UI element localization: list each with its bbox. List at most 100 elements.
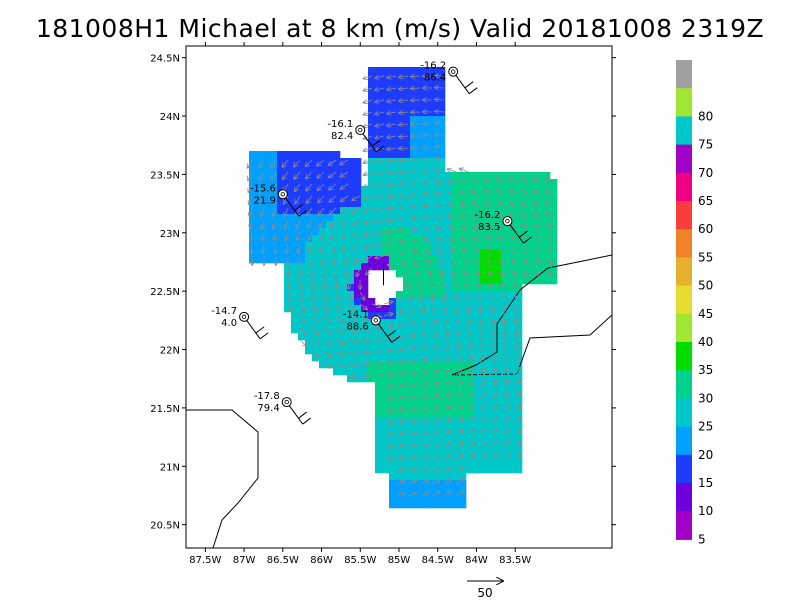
field-cell bbox=[382, 186, 390, 194]
field-cell bbox=[410, 501, 418, 509]
field-cell bbox=[368, 186, 376, 194]
field-cell bbox=[459, 473, 467, 481]
field-cell bbox=[361, 249, 369, 257]
wind-arrow bbox=[443, 479, 452, 485]
wind-arrow bbox=[387, 172, 397, 173]
field-cell bbox=[354, 179, 362, 187]
field-cell bbox=[403, 214, 411, 222]
field-cell bbox=[438, 340, 446, 348]
field-cell bbox=[424, 361, 432, 369]
field-cell bbox=[319, 340, 327, 348]
field-cell bbox=[403, 158, 411, 166]
field-cell bbox=[508, 312, 516, 320]
field-cell bbox=[445, 319, 453, 327]
wind-arrow bbox=[300, 279, 302, 289]
field-cell bbox=[319, 270, 327, 278]
field-cell bbox=[417, 186, 425, 194]
field-cell bbox=[333, 165, 341, 173]
wind-arrow bbox=[497, 190, 505, 197]
field-cell bbox=[326, 242, 334, 250]
field-cell bbox=[536, 186, 544, 194]
field-cell bbox=[508, 277, 516, 285]
field-cell bbox=[438, 193, 446, 201]
field-cell bbox=[403, 452, 411, 460]
field-cell bbox=[410, 452, 418, 460]
field-cell bbox=[501, 340, 509, 348]
field-cell bbox=[361, 333, 369, 341]
field-cell bbox=[249, 151, 257, 159]
field-cell bbox=[298, 158, 306, 166]
colorbar-segment bbox=[676, 342, 692, 371]
field-cell bbox=[431, 312, 439, 320]
field-cell bbox=[424, 424, 432, 432]
wind-arrow bbox=[347, 327, 356, 332]
field-cell bbox=[445, 396, 453, 404]
wind-arrow bbox=[366, 267, 373, 275]
field-cell bbox=[368, 221, 376, 229]
field-cell bbox=[473, 452, 481, 460]
field-cell bbox=[431, 452, 439, 460]
field-cell bbox=[389, 494, 397, 502]
field-cell bbox=[270, 165, 278, 173]
field-cell bbox=[480, 221, 488, 229]
field-cell bbox=[340, 368, 348, 376]
field-cell bbox=[305, 263, 313, 271]
wind-arrow bbox=[387, 136, 397, 137]
field-cell bbox=[410, 158, 418, 166]
wind-arrow bbox=[375, 76, 385, 78]
field-cell bbox=[424, 326, 432, 334]
field-cell bbox=[501, 410, 509, 418]
wind-arrow bbox=[419, 444, 428, 449]
wind-arrow bbox=[307, 195, 313, 203]
wind-arrow bbox=[477, 271, 480, 281]
wind-arrow bbox=[497, 179, 505, 185]
wind-arrow bbox=[407, 322, 414, 329]
field-cell bbox=[424, 347, 432, 355]
field-cell bbox=[389, 102, 397, 110]
field-cell bbox=[410, 445, 418, 453]
field-cell bbox=[284, 249, 292, 257]
field-cell bbox=[417, 165, 425, 173]
wind-arrow bbox=[443, 382, 450, 389]
field-cell bbox=[473, 193, 481, 201]
wind-arrow bbox=[423, 159, 433, 160]
field-cell bbox=[263, 228, 271, 236]
field-cell bbox=[487, 249, 495, 257]
field-cell bbox=[508, 242, 516, 250]
wind-arrow bbox=[375, 88, 385, 90]
wind-arrow bbox=[461, 226, 469, 233]
field-cell bbox=[431, 144, 439, 152]
wind-arrow bbox=[419, 371, 427, 377]
field-cell bbox=[529, 228, 537, 236]
field-cell bbox=[466, 417, 474, 425]
wind-arrow bbox=[472, 180, 481, 185]
wind-arrow bbox=[455, 430, 463, 437]
wind-arrow bbox=[475, 248, 481, 257]
field-cell bbox=[487, 200, 495, 208]
field-cell bbox=[347, 333, 355, 341]
wind-barb-flag bbox=[298, 411, 307, 419]
field-cell bbox=[473, 466, 481, 474]
field-cell bbox=[298, 305, 306, 313]
field-cell bbox=[417, 74, 425, 82]
field-cell bbox=[473, 277, 481, 285]
field-cell bbox=[501, 389, 509, 397]
wind-arrow bbox=[407, 432, 416, 437]
field-cell bbox=[298, 172, 306, 180]
field-cell bbox=[347, 214, 355, 222]
field-cell bbox=[361, 263, 369, 271]
field-cell bbox=[466, 298, 474, 306]
field-cell bbox=[403, 312, 411, 320]
field-cell bbox=[438, 221, 446, 229]
wind-arrow bbox=[249, 195, 252, 204]
field-cell bbox=[389, 256, 397, 264]
field-cell bbox=[494, 277, 502, 285]
wind-arrow bbox=[395, 348, 404, 353]
wind-arrow bbox=[479, 356, 484, 365]
field-cell bbox=[333, 368, 341, 376]
field-cell bbox=[487, 417, 495, 425]
field-cell bbox=[417, 291, 425, 299]
wind-arrow bbox=[419, 456, 428, 461]
field-cell bbox=[375, 438, 383, 446]
field-cell bbox=[424, 480, 432, 488]
